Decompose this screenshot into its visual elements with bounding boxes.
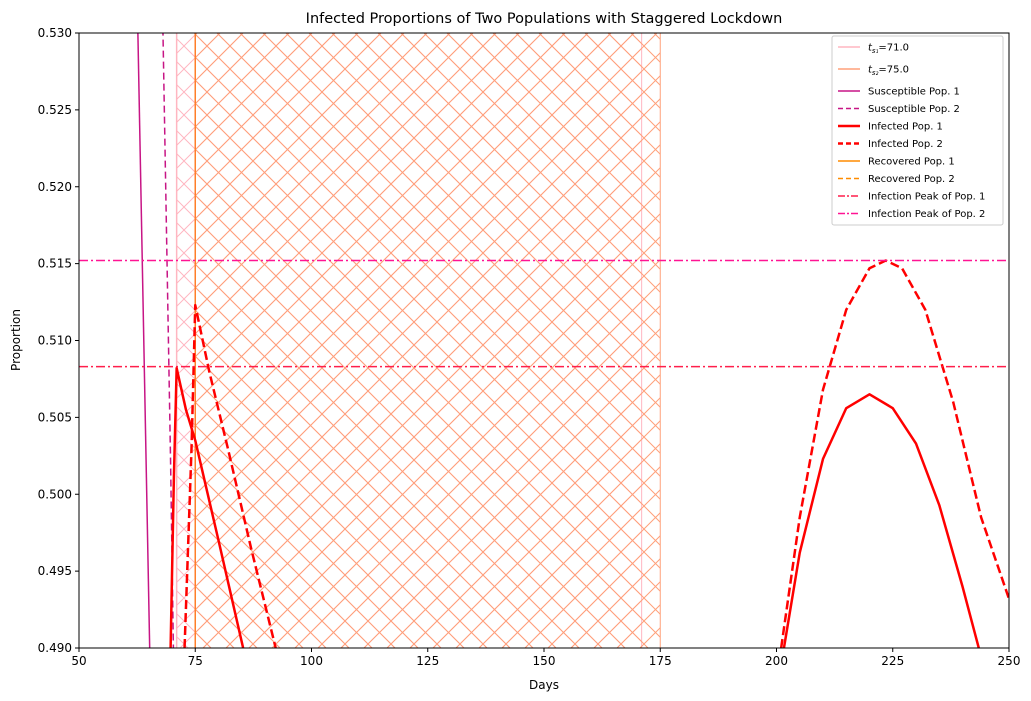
- legend-label: Susceptible Pop. 1: [868, 87, 960, 98]
- series-susceptible-pop-2-segment-1: [162, 33, 175, 648]
- x-tick-label: 150: [533, 654, 556, 668]
- x-tick-label: 50: [71, 654, 86, 668]
- legend-box: [831, 35, 1004, 226]
- legend-entry: Recovered Pop. 2: [838, 174, 955, 185]
- legend-entry: Susceptible Pop. 2: [838, 104, 960, 115]
- x-tick-label: 225: [881, 654, 904, 668]
- legend-label: Infection Peak of Pop. 2: [868, 209, 985, 220]
- x-axis-label: Days: [529, 678, 559, 692]
- legend-label: ts₂=75.0: [868, 65, 909, 78]
- legend-label: Susceptible Pop. 2: [868, 104, 960, 115]
- legend-label: Infected Pop. 2: [868, 139, 943, 150]
- y-tick-label: 0.520: [38, 180, 72, 194]
- series-infected-pop-2-segment-1: [183, 303, 277, 648]
- lockdown-region-2: [194, 33, 661, 648]
- series-susceptible-pop-1-segment-1: [137, 33, 151, 648]
- legend-entry: Infected Pop. 1: [838, 122, 943, 133]
- x-tick-label: 100: [300, 654, 323, 668]
- x-axis: 50 75 100 125 150 175 200 225 250: [71, 648, 1020, 668]
- y-tick-label: 0.495: [38, 564, 72, 578]
- legend-entry: Infection Peak of Pop. 2: [838, 209, 985, 220]
- series-lines: [79, 33, 1009, 648]
- legend-entry: ts₁=71.0: [838, 43, 909, 56]
- y-tick-label: 0.525: [38, 103, 72, 117]
- chart-title: Infected Proportions of Two Populations …: [306, 11, 783, 27]
- legend-label: Infected Pop. 1: [868, 122, 943, 133]
- legend-entry: Susceptible Pop. 1: [838, 87, 960, 98]
- legend-entry: Infection Peak of Pop. 1: [838, 192, 985, 203]
- legend-label: Recovered Pop. 1: [868, 157, 955, 168]
- lockdown-hatch-2: [195, 33, 661, 648]
- x-tick-label: 250: [998, 654, 1021, 668]
- legend-label: ts₁=71.0: [868, 43, 909, 56]
- x-tick-label: 125: [416, 654, 439, 668]
- legend-label: Infection Peak of Pop. 1: [868, 192, 985, 203]
- y-tick-label: 0.500: [38, 487, 72, 501]
- series-infected-pop-1-segment-2: [782, 393, 980, 648]
- legend: ts₁=71.0 ts₂=75.0 Susceptible Pop. 1 Suscep…: [831, 35, 1004, 226]
- y-axis-label: Proportion: [9, 309, 23, 371]
- y-tick-label: 0.490: [38, 641, 72, 655]
- lockdown-regions: [175, 33, 661, 648]
- legend-entry: Infected Pop. 2: [838, 139, 943, 150]
- y-tick-label: 0.530: [38, 26, 72, 40]
- y-axis: 0.490 0.495 0.500 0.505 0.510 0.515 0.520 0.525…: [38, 26, 79, 655]
- legend-entry: ts₂=75.0: [838, 65, 909, 78]
- y-tick-label: 0.510: [38, 334, 72, 348]
- x-tick-label: 175: [649, 654, 672, 668]
- series-infected-pop-1-segment-1: [169, 366, 245, 648]
- y-tick-label: 0.505: [38, 410, 72, 424]
- legend-entry: Recovered Pop. 1: [838, 157, 955, 168]
- legend-label: Recovered Pop. 2: [868, 174, 955, 185]
- x-tick-label: 75: [188, 654, 203, 668]
- x-tick-label: 200: [765, 654, 788, 668]
- y-tick-label: 0.515: [38, 257, 72, 271]
